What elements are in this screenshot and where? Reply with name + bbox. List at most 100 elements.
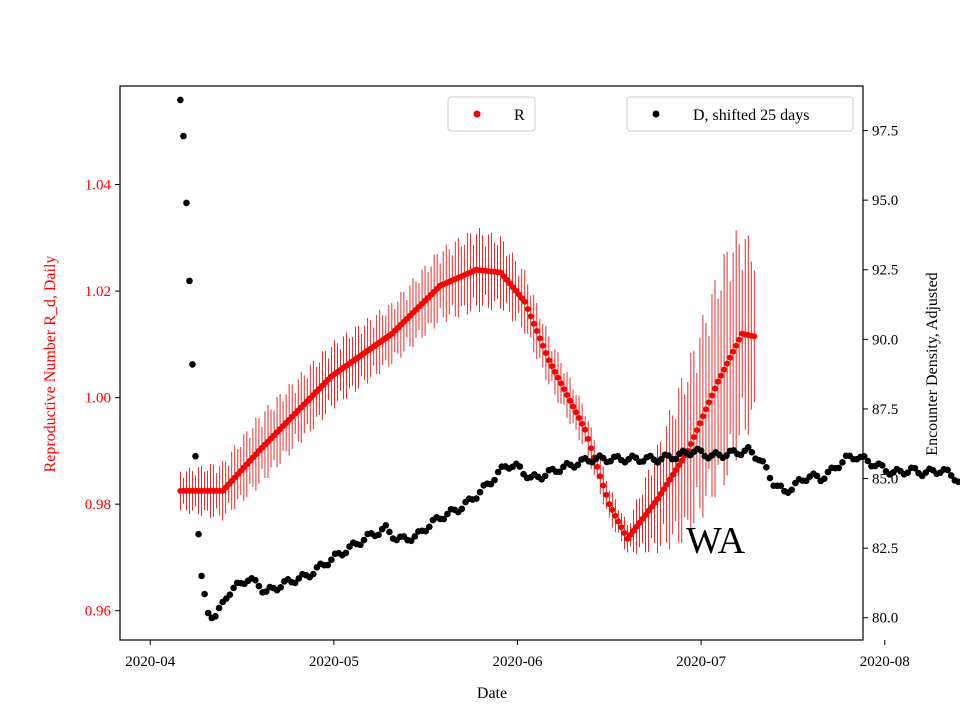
- r-point: [699, 413, 706, 420]
- r-point: [672, 467, 679, 474]
- d-point: [324, 561, 332, 569]
- right-y-tick-label: 80.0: [872, 611, 898, 627]
- d-point: [491, 476, 498, 484]
- d-point: [672, 455, 680, 463]
- r-point: [654, 495, 661, 502]
- d-point: [911, 464, 919, 472]
- r-point: [751, 333, 758, 340]
- d-point: [574, 461, 582, 469]
- r-point: [669, 471, 676, 478]
- d-point: [835, 464, 843, 472]
- d-point: [944, 466, 951, 474]
- r-point: [554, 374, 561, 381]
- d-point: [748, 449, 756, 456]
- r-point: [521, 298, 528, 305]
- d-point: [357, 541, 364, 549]
- d-point: [821, 475, 828, 483]
- d-point: [186, 277, 193, 285]
- r-point: [570, 403, 577, 410]
- r-point: [730, 348, 737, 355]
- d-point: [788, 486, 796, 494]
- r-point: [597, 473, 604, 480]
- r-point: [687, 440, 694, 447]
- d-series: [177, 96, 960, 622]
- r-point: [678, 457, 685, 464]
- r-point: [560, 386, 567, 393]
- right-y-axis: 80.0 82.5 85.0 87.5 90.0 92.5 95.0 97.5: [863, 124, 898, 627]
- r-point: [724, 360, 731, 367]
- r-point: [536, 335, 543, 342]
- r-point: [594, 463, 601, 470]
- d-point: [904, 469, 912, 476]
- d-point: [255, 582, 263, 590]
- d-point: [697, 447, 705, 455]
- r-point: [542, 350, 549, 357]
- legend-d: D, shifted 25 days: [626, 96, 854, 132]
- r-point: [533, 328, 540, 335]
- d-point: [556, 468, 564, 476]
- x-tick-label: 2020-06: [492, 654, 542, 670]
- d-point: [864, 457, 872, 465]
- r-point: [708, 392, 715, 399]
- r-point: [609, 506, 616, 513]
- d-point: [201, 590, 208, 598]
- d-point: [360, 536, 368, 544]
- d-point: [879, 462, 886, 469]
- r-point: [539, 342, 546, 349]
- x-axis: 2020-042020-052020-062020-072020-082020-…: [125, 640, 910, 670]
- d-point: [277, 583, 284, 591]
- d-point: [180, 132, 187, 140]
- r-point: [718, 372, 725, 379]
- legend-d-label: D, shifted 25 days: [693, 107, 809, 124]
- d-point: [422, 527, 429, 535]
- right-y-tick-label: 97.5: [872, 124, 898, 140]
- r-point: [600, 482, 607, 489]
- r-point: [603, 491, 610, 498]
- right-y-tick-label: 85.0: [872, 472, 898, 488]
- region-annotation: WA: [686, 520, 746, 562]
- x-tick-label: 2020-04: [125, 654, 175, 670]
- r-point: [733, 342, 740, 349]
- d-point: [476, 488, 484, 496]
- d-point: [444, 510, 451, 518]
- r-point: [621, 530, 628, 537]
- right-y-tick-label: 87.5: [872, 402, 898, 418]
- r-point: [548, 363, 555, 370]
- r-point: [727, 354, 734, 361]
- r-point: [715, 378, 722, 385]
- r-point: [530, 320, 537, 327]
- d-point: [766, 474, 774, 482]
- legend-r-marker: [473, 110, 481, 118]
- left-y-tick-label: 0.96: [85, 604, 112, 620]
- d-point: [310, 570, 317, 578]
- r-point: [618, 524, 625, 531]
- r-point: [606, 501, 613, 508]
- x-tick-label: 2020-05: [309, 654, 359, 670]
- r-point: [576, 415, 583, 422]
- d-point: [723, 452, 730, 459]
- d-point: [763, 464, 770, 471]
- right-y-tick-label: 95.0: [872, 193, 898, 209]
- d-point: [411, 533, 419, 540]
- r-point: [666, 476, 673, 483]
- d-point: [198, 572, 205, 580]
- d-point: [386, 528, 393, 536]
- plot-frame: [119, 85, 864, 641]
- r-point: [693, 427, 700, 434]
- d-point: [759, 457, 767, 465]
- d-point: [212, 613, 219, 620]
- r-point: [579, 420, 586, 427]
- legend-r: R: [447, 96, 536, 132]
- d-point: [777, 482, 785, 490]
- d-point: [541, 472, 549, 480]
- d-point: [440, 515, 448, 523]
- legend-d-marker: [652, 110, 660, 118]
- d-point: [425, 523, 433, 531]
- d-point: [183, 199, 190, 207]
- r-point: [736, 336, 743, 343]
- x-axis-title: Date: [477, 685, 507, 702]
- d-point: [516, 463, 524, 470]
- d-point: [262, 588, 270, 595]
- d-point: [204, 609, 212, 617]
